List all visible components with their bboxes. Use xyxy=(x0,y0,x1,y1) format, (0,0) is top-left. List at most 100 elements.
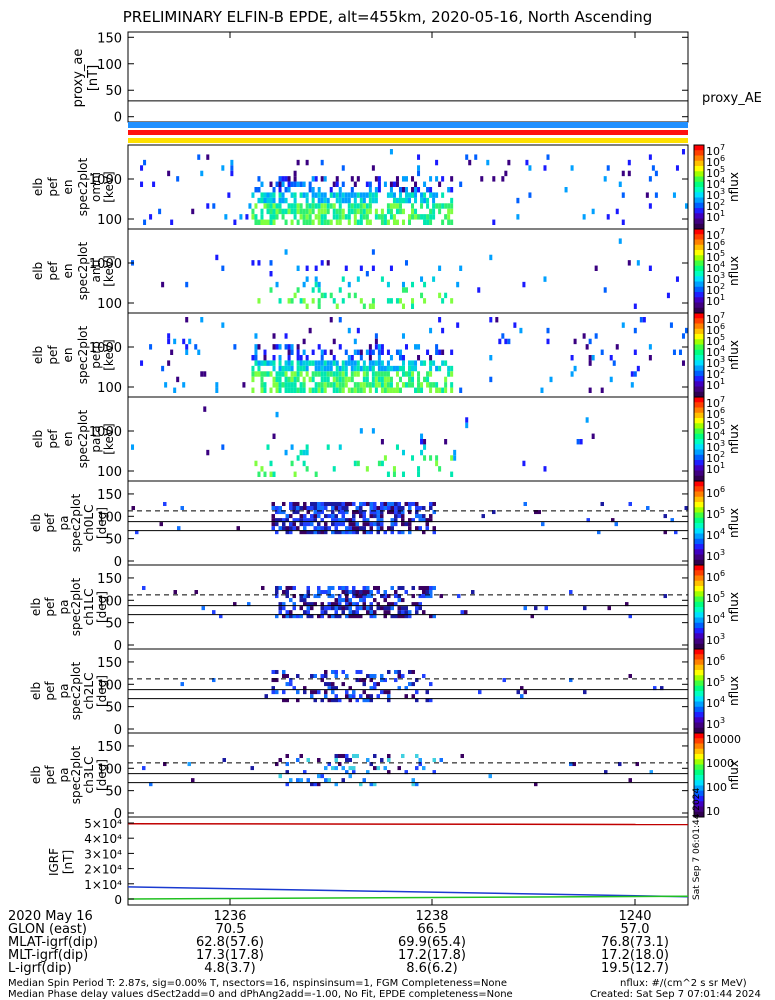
data-cell xyxy=(278,371,282,377)
data-cell xyxy=(586,518,590,523)
data-cell xyxy=(302,208,306,215)
data-cell xyxy=(408,501,412,507)
data-cell xyxy=(549,376,553,383)
data-cell xyxy=(303,518,307,523)
data-cell xyxy=(432,214,436,220)
data-cell xyxy=(362,514,366,519)
data-cell xyxy=(411,778,415,783)
data-cell xyxy=(368,219,372,225)
data-cell xyxy=(306,778,310,783)
data-cell xyxy=(415,606,419,611)
data-cell xyxy=(310,506,314,511)
data-cell xyxy=(369,694,373,699)
data-cell xyxy=(401,522,405,527)
data-cell xyxy=(681,149,685,155)
colorbar-swatch xyxy=(694,691,704,697)
data-cell xyxy=(296,526,300,531)
data-cell xyxy=(285,614,289,619)
data-cell xyxy=(348,694,352,699)
data-cell xyxy=(380,758,384,763)
data-cell xyxy=(420,449,424,456)
data-cell xyxy=(305,303,309,309)
y-axis-label: [keV] xyxy=(102,339,116,370)
data-cell xyxy=(356,360,360,366)
y-tick-label: 0 xyxy=(114,555,122,570)
data-cell xyxy=(299,518,303,523)
data-cell xyxy=(648,265,652,271)
data-cell xyxy=(250,766,254,771)
colorbar-swatch xyxy=(694,370,704,377)
data-cell xyxy=(684,203,688,209)
data-cell xyxy=(347,355,351,361)
data-cell xyxy=(272,344,276,350)
colorbar-swatch xyxy=(694,381,704,387)
data-cell xyxy=(373,501,377,507)
data-cell xyxy=(271,522,275,527)
data-cell xyxy=(362,698,366,703)
data-cell xyxy=(404,260,408,266)
data-cell xyxy=(386,349,390,355)
data-cell xyxy=(317,758,321,763)
data-cell xyxy=(331,682,335,687)
data-cell xyxy=(359,501,363,507)
igrf-series-line xyxy=(127,886,689,898)
data-cell xyxy=(543,165,547,171)
data-cell xyxy=(290,382,294,388)
colorbar-exponent: 1 xyxy=(720,377,725,386)
colorbar-swatch xyxy=(694,517,704,524)
data-cell xyxy=(326,382,330,388)
data-cell xyxy=(272,360,276,366)
data-cell xyxy=(131,444,135,450)
colorbar-swatch xyxy=(694,334,704,340)
data-cell xyxy=(289,522,293,527)
data-cell xyxy=(397,506,401,511)
colorbar-swatch xyxy=(694,533,704,540)
data-cell xyxy=(278,602,282,607)
colorbar-swatch xyxy=(694,706,704,713)
data-cell xyxy=(369,514,373,519)
data-cell xyxy=(365,466,369,472)
data-cell xyxy=(296,208,300,215)
data-cell xyxy=(362,303,366,309)
data-cell xyxy=(334,598,338,603)
data-cell xyxy=(290,298,294,304)
data-cell xyxy=(417,165,421,171)
data-cell xyxy=(334,698,338,703)
data-cell xyxy=(290,349,294,355)
data-cell xyxy=(289,778,293,783)
data-cell xyxy=(272,192,276,198)
data-cell xyxy=(284,249,288,255)
data-cell xyxy=(383,598,387,603)
data-cell xyxy=(415,766,419,771)
data-cell xyxy=(338,585,342,591)
colorbar-swatch xyxy=(694,355,704,361)
panel-bg xyxy=(128,397,688,481)
data-cell xyxy=(284,197,288,204)
colorbar-label: nflux xyxy=(727,760,741,790)
data-cell xyxy=(281,197,285,204)
data-cell xyxy=(348,526,352,531)
data-cell xyxy=(681,360,685,366)
data-cell xyxy=(272,471,276,477)
data-cell xyxy=(260,360,264,366)
colorbar-exponent: 5 xyxy=(720,165,725,174)
data-cell xyxy=(417,170,421,177)
y-axis-label: elb xyxy=(31,178,45,196)
data-cell xyxy=(317,585,321,591)
colorbar-exponent: 5 xyxy=(720,417,725,426)
data-cell xyxy=(269,460,273,467)
data-cell xyxy=(666,292,670,299)
data-cell xyxy=(383,614,387,619)
data-cell xyxy=(373,610,377,615)
data-cell xyxy=(359,598,363,603)
data-cell xyxy=(299,192,303,198)
data-cell xyxy=(429,214,433,220)
data-cell xyxy=(392,181,396,187)
data-cell xyxy=(583,606,587,611)
data-cell xyxy=(305,214,309,220)
colorbar-swatch xyxy=(694,197,704,204)
data-cell xyxy=(275,214,279,220)
data-cell xyxy=(368,365,372,372)
colorbar-swatch xyxy=(694,150,704,156)
colorbar-tick: 1000 xyxy=(706,757,734,770)
